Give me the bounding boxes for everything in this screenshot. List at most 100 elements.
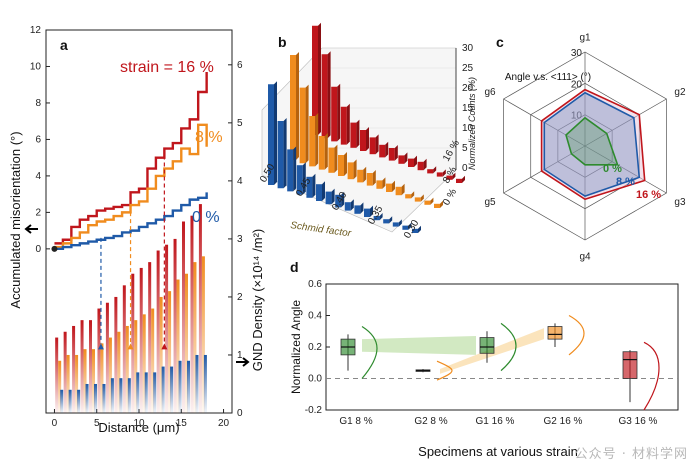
box-distribution-curve xyxy=(361,326,378,379)
panel-a-y2label: GND Density (×10¹⁴ /m²) xyxy=(250,229,265,371)
schmid-bar-side xyxy=(318,22,321,135)
schmid-bar-side xyxy=(274,81,277,185)
schmid-bar-side xyxy=(375,134,379,155)
gnd-bar-16 xyxy=(156,250,160,413)
gnd-bar-0 xyxy=(60,389,64,413)
box-body xyxy=(547,326,563,340)
schmid-bar-side xyxy=(293,146,297,192)
line-origin-point xyxy=(51,245,58,252)
gnd-bar-8 xyxy=(100,343,104,413)
schmid-bar-8% xyxy=(328,147,335,173)
series-label-16: strain = 16 % xyxy=(120,59,214,76)
panel-b-series-label: 0 % xyxy=(441,187,459,208)
schmid-bar-8% xyxy=(366,173,373,186)
schmid-bar-8% xyxy=(338,155,344,176)
panel-b-z-tick-label: 15 xyxy=(462,103,474,114)
gnd-bar-0 xyxy=(94,383,97,413)
schmid-bar-side xyxy=(334,144,338,173)
box-distribution-curve xyxy=(436,360,453,381)
misorientation-markers xyxy=(97,148,168,350)
d-connector-band xyxy=(362,335,476,355)
marker-triangle xyxy=(127,343,134,350)
panel-c-letter: c xyxy=(496,34,504,50)
schmid-bar-side xyxy=(331,188,335,205)
schmid-bar-8% xyxy=(395,186,402,196)
radar-axis-label: g4 xyxy=(579,252,591,263)
radar-axis-label: g3 xyxy=(674,197,686,208)
gnd-bar-16 xyxy=(131,273,135,413)
schmid-bar-side xyxy=(353,159,357,180)
gnd-bar-16 xyxy=(198,204,202,413)
d-y-tick-label: -0.2 xyxy=(305,405,323,416)
panel-b-letter: b xyxy=(278,34,287,50)
gnd-bar-0 xyxy=(102,383,106,413)
y-tick-label: 8 xyxy=(35,98,41,109)
schmid-bar-8% xyxy=(434,203,440,208)
gnd-bar-0 xyxy=(127,378,131,413)
schmid-bar-16% xyxy=(350,122,357,148)
x-tick-label: 20 xyxy=(218,418,230,429)
schmid-bar-16% xyxy=(369,137,376,155)
y2-tick-label: 4 xyxy=(237,176,243,187)
schmid-bar-0% xyxy=(344,202,351,211)
gnd-bar-0 xyxy=(203,354,207,413)
gnd-bar-8 xyxy=(168,291,172,413)
x-tick-label: 10 xyxy=(133,418,145,429)
x-tick-label: 5 xyxy=(94,418,100,429)
schmid-bar-0% xyxy=(412,228,418,233)
gnd-bar-0 xyxy=(178,360,182,413)
radar-series-8% xyxy=(543,91,641,198)
schmid-bar-side xyxy=(337,83,341,142)
marker-triangle xyxy=(161,343,168,350)
y2-tick-label: 3 xyxy=(237,234,243,245)
panel-b-z-tick-label: 25 xyxy=(462,63,474,74)
schmid-bar-side xyxy=(440,200,443,208)
schmid-bar-8% xyxy=(309,115,316,167)
panel-d: d -0.2 0.0 0.2 0.4 0.6 G1 8 % G2 8 % G1 16 % G2 … xyxy=(289,259,679,459)
gnd-bar-0 xyxy=(77,389,81,413)
schmid-bar-side xyxy=(433,166,437,174)
series-label-8: 8 % xyxy=(195,129,223,146)
gnd-bar-16 xyxy=(114,296,118,413)
line-series-16% xyxy=(54,71,208,245)
y-tick-label: 12 xyxy=(30,25,42,36)
gnd-bar-0 xyxy=(119,378,123,413)
schmid-bar-16% xyxy=(417,161,424,171)
schmid-bar-0% xyxy=(306,176,313,198)
schmid-bar-16% xyxy=(436,172,443,177)
radar-series-0% xyxy=(565,116,619,166)
schmid-bar-8% xyxy=(376,180,383,189)
radar-label-16: 16 % xyxy=(636,189,661,201)
schmid-bar-side xyxy=(379,213,383,221)
gnd-bar-8 xyxy=(185,273,188,413)
schmid-bar-side xyxy=(401,183,405,196)
gnd-bar-0 xyxy=(187,360,190,413)
schmid-bar-side xyxy=(363,166,367,183)
x-tick-label: 0 xyxy=(52,418,58,429)
schmid-factor-bars xyxy=(268,22,465,233)
panel-d-letter: d xyxy=(290,259,299,275)
panel-b-xlabel: Schmid factor xyxy=(290,220,353,239)
schmid-bar-0% xyxy=(316,184,322,201)
schmid-bar-16% xyxy=(340,106,347,145)
d-y-tick-label: 0.6 xyxy=(308,279,322,290)
schmid-bar-16% xyxy=(456,178,462,183)
panel-a-ylabel: Accumulated misorientation (°) xyxy=(8,131,23,308)
gnd-bar-8 xyxy=(151,308,155,413)
gnd-bar-8 xyxy=(134,320,138,413)
d-x-tick-label: G2 16 % xyxy=(544,416,583,427)
schmid-bar-side xyxy=(452,172,456,180)
gnd-bar-16 xyxy=(63,331,67,413)
schmid-bar-side xyxy=(398,219,402,227)
panel-b-z-tick-label: 0 xyxy=(462,163,468,174)
x-tick-label: 15 xyxy=(176,418,188,429)
schmid-bar-8% xyxy=(347,162,354,180)
d-x-tick-label: G1 16 % xyxy=(476,416,515,427)
gnd-bar-16 xyxy=(148,262,152,413)
gnd-bar-8 xyxy=(66,354,70,413)
schmid-bar-0% xyxy=(325,191,332,205)
schmid-bar-side xyxy=(418,225,421,233)
box-distribution-curve xyxy=(643,341,660,411)
radar-axis-labels: g1 g2 g3 g4 g5 g6 xyxy=(484,32,686,262)
